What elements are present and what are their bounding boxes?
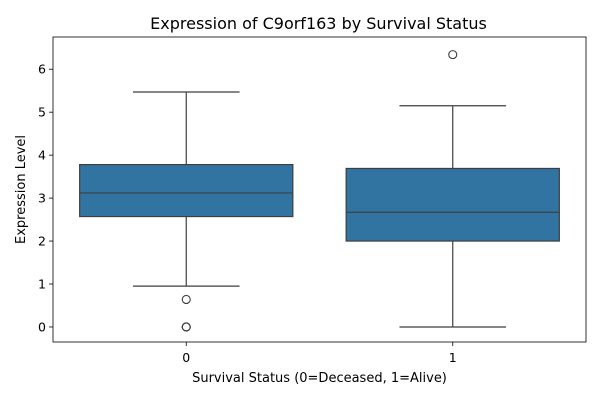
y-tick-label: 4 — [38, 148, 46, 163]
y-tick-label: 6 — [38, 62, 46, 77]
plot-area: 0 1 2 3 4 5 6 0 1 — [38, 50, 560, 365]
y-tick-label: 3 — [38, 191, 46, 206]
outlier-point — [181, 322, 191, 332]
box-iqr — [79, 163, 294, 218]
y-tick-label: 2 — [38, 234, 46, 249]
y-tick-label: 0 — [38, 319, 46, 334]
outlier-point — [181, 294, 191, 305]
y-tick-label: 1 — [38, 277, 46, 292]
y-tick-label: 5 — [38, 105, 46, 120]
y-axis-label: Expression Level — [14, 135, 29, 244]
axes-frame — [52, 36, 587, 343]
chart-title: Expression of C9orf163 by Survival Statu… — [150, 14, 487, 33]
x-tick-label: 1 — [449, 350, 457, 365]
outlier-point — [448, 50, 458, 60]
box-iqr — [345, 167, 560, 242]
x-tick-label: 0 — [182, 350, 190, 365]
x-axis-label: Survival Status (0=Deceased, 1=Alive) — [192, 371, 447, 386]
